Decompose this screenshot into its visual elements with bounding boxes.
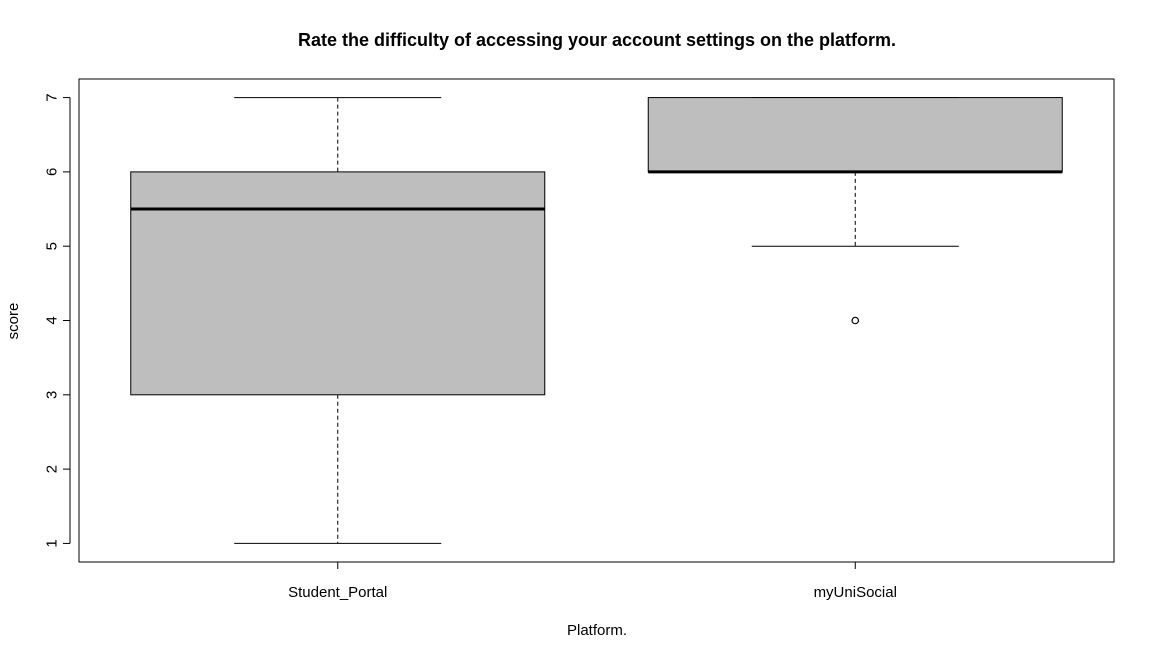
box-myUniSocial bbox=[647, 97, 1063, 325]
y-axis-label: score bbox=[5, 303, 22, 340]
y-tick-label-3: 3 bbox=[44, 391, 61, 399]
y-axis: 1 2 3 4 5 6 7 bbox=[44, 93, 71, 548]
y-tick-label-1: 1 bbox=[44, 539, 61, 547]
x-axis-label: Platform. bbox=[567, 622, 627, 639]
x-axis: Student_Portal myUniSocial bbox=[288, 561, 897, 601]
x-tick-label-Student_Portal: Student_Portal bbox=[288, 584, 387, 601]
y-tick-label-2: 2 bbox=[44, 465, 61, 473]
y-tick-label-6: 6 bbox=[44, 168, 61, 176]
y-tick-label-5: 5 bbox=[44, 242, 61, 250]
x-tick-label-myUniSocial: myUniSocial bbox=[814, 584, 897, 601]
y-tick-label-7: 7 bbox=[44, 93, 61, 101]
iqr-box bbox=[647, 97, 1063, 173]
y-tick-label-4: 4 bbox=[44, 316, 61, 324]
box-Student_Portal bbox=[130, 97, 546, 544]
iqr-box bbox=[130, 171, 546, 396]
boxes bbox=[130, 97, 1063, 544]
chart-title: Rate the difficulty of accessing your ac… bbox=[298, 30, 896, 50]
outlier-point bbox=[851, 316, 860, 325]
